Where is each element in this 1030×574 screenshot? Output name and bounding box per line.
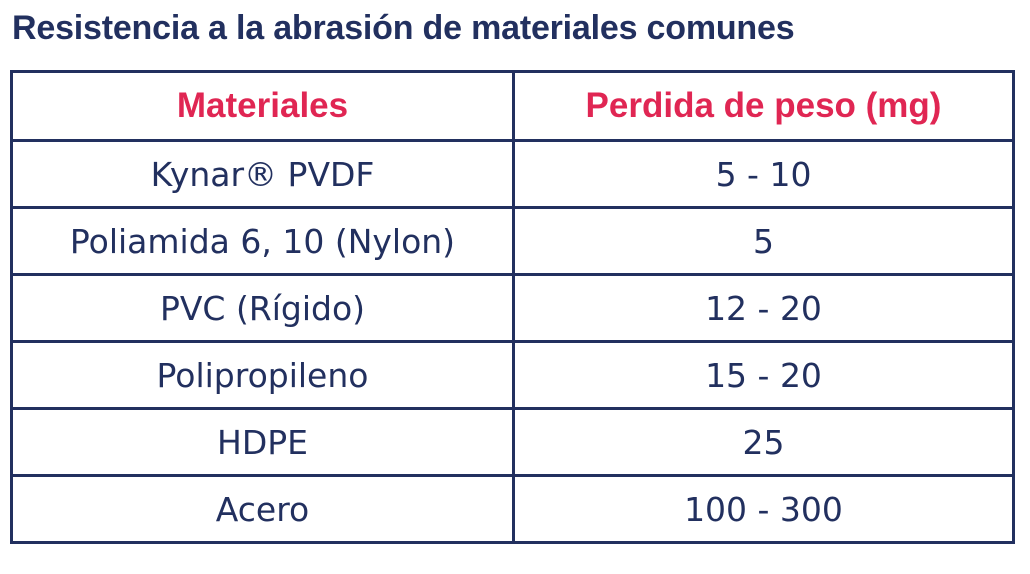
material-cell: Kynar® PVDF <box>10 139 515 209</box>
material-cell: Polipropileno <box>10 340 515 410</box>
table-row: PVC (Rígido) 12 - 20 <box>10 273 1015 343</box>
weight-loss-cell: 5 <box>512 206 1015 276</box>
table-header-row: Materiales Perdida de peso (mg) <box>10 70 1015 142</box>
data-table-container: Materiales Perdida de peso (mg) Kynar® P… <box>10 70 1015 544</box>
material-cell: HDPE <box>10 407 515 477</box>
table-title: Resistencia a la abrasión de materiales … <box>12 9 795 47</box>
abrasion-resistance-table: Materiales Perdida de peso (mg) Kynar® P… <box>10 70 1015 544</box>
table-row: HDPE 25 <box>10 407 1015 477</box>
column-header-materials: Materiales <box>10 70 515 142</box>
weight-loss-cell: 5 - 10 <box>512 139 1015 209</box>
weight-loss-cell: 100 - 300 <box>512 474 1015 544</box>
table-row: Kynar® PVDF 5 - 10 <box>10 139 1015 209</box>
material-cell: PVC (Rígido) <box>10 273 515 343</box>
table-row: Polipropileno 15 - 20 <box>10 340 1015 410</box>
weight-loss-cell: 15 - 20 <box>512 340 1015 410</box>
material-cell: Acero <box>10 474 515 544</box>
table-row: Acero 100 - 300 <box>10 474 1015 544</box>
weight-loss-cell: 25 <box>512 407 1015 477</box>
material-cell: Poliamida 6, 10 (Nylon) <box>10 206 515 276</box>
weight-loss-cell: 12 - 20 <box>512 273 1015 343</box>
column-header-weight-loss: Perdida de peso (mg) <box>512 70 1015 142</box>
table-row: Poliamida 6, 10 (Nylon) 5 <box>10 206 1015 276</box>
